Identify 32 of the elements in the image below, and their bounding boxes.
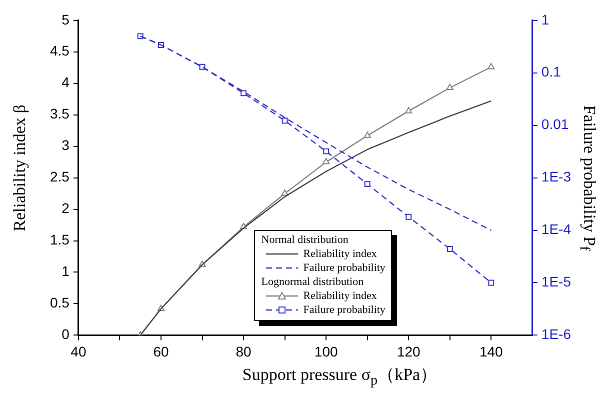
y-axis-title: Reliability index β [10,104,30,232]
x-tick-label: 40 [70,343,86,360]
y-tick-label: 1.5 [50,232,70,248]
y2-tick-label: 1E-6 [541,326,572,342]
y-tick-label: 1 [62,263,70,280]
legend-label: Failure probability [303,303,386,318]
y2-tick-label: 0.1 [541,64,562,80]
y-tick-label: 3.5 [50,106,70,122]
legend-label: Reliability index [303,289,377,304]
legend-label: Failure probability [303,261,386,276]
x-tick-label: 140 [479,343,504,360]
x-axis-title: Support pressure σ$_{p}$（kPa） [242,365,438,389]
y-tick-label: 4.5 [50,42,70,59]
y-tick-label: 4 [62,74,70,90]
x-tick-label: 80 [236,343,252,360]
y2-tick-label: 0.01 [541,116,569,132]
x-tick-label: 60 [153,343,169,360]
y-tick-label: 5 [62,11,70,28]
legend-label: Reliability index [303,247,377,262]
y-tick-label: 0 [62,326,70,342]
annotation: Lognormal distribution [261,275,365,290]
x-tick-label: 120 [396,343,421,360]
y-tick-label: 2 [62,200,70,216]
x-tick-label: 100 [314,343,338,360]
y-tick-label: 0.5 [50,294,70,311]
y-tick-label: 2.5 [50,168,70,185]
y-tick-label: 3 [62,137,70,154]
y2-tick-label: 1E-3 [541,168,572,185]
y2-tick-label: 1E-4 [541,221,572,238]
annotation: Normal distribution [261,233,350,248]
y2-tick-label: 1 [541,11,550,28]
y2-tick-label: 1E-5 [541,274,572,290]
